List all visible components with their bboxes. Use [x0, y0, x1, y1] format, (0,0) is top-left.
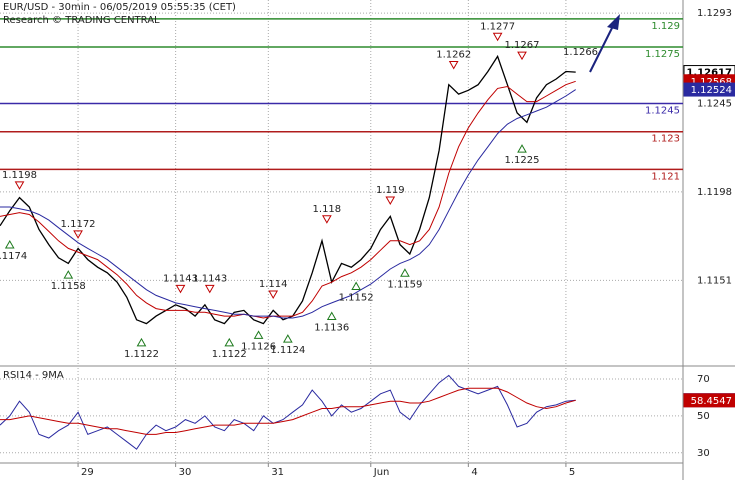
marker-label: 1.1126: [241, 341, 276, 352]
low-marker: [63, 270, 74, 279]
high-marker: [385, 196, 396, 205]
y-tick-label: 50: [697, 411, 710, 422]
marker-label: 1.1143: [163, 273, 198, 284]
low-marker: [326, 311, 337, 321]
low-marker: [224, 337, 235, 347]
level-label: 1.123: [651, 134, 680, 145]
price-tag-label: 1.12568: [691, 77, 732, 88]
level-label: 1.121: [651, 171, 680, 182]
x-tick-label: Jun: [373, 467, 390, 478]
series-line: [0, 80, 576, 319]
x-tick-label: 30: [179, 467, 192, 478]
low-marker: [4, 240, 15, 249]
high-marker: [204, 284, 215, 294]
marker-label: 1.1122: [124, 349, 159, 360]
series-line: [0, 89, 576, 319]
marker-label: 1.118: [313, 204, 342, 215]
forecast-arrow: [589, 23, 615, 73]
series-line: [0, 374, 576, 450]
high-marker: [175, 284, 186, 294]
rsi-title: RSI14 - 9MA: [3, 370, 64, 381]
marker-label: 1.1262: [436, 49, 471, 60]
high-marker: [492, 32, 503, 42]
price-tag: [683, 393, 735, 408]
series-line: [0, 387, 576, 435]
low-marker: [400, 268, 410, 277]
y-tick-label: 1.1293: [697, 8, 732, 19]
source: Research © TRADING CENTRAL: [3, 15, 160, 26]
marker-label: 1.1143: [192, 273, 227, 284]
y-tick-label: 30: [697, 448, 710, 459]
price-tag-label: 1.12617: [686, 68, 732, 79]
level-label: 1.1245: [645, 105, 680, 116]
price-tag-label: 1.12524: [691, 85, 732, 96]
low-marker: [136, 337, 147, 347]
marker-label: 1.119: [376, 185, 405, 196]
marker-label: 1.1277: [480, 21, 515, 32]
high-marker: [14, 181, 25, 190]
x-tick-label: 31: [271, 467, 284, 478]
marker-label: 1.1122: [212, 349, 247, 360]
marker-label: 1.1267: [505, 40, 540, 51]
marker-label: 1.1136: [314, 323, 349, 334]
marker-label: 1.1158: [51, 281, 86, 292]
marker-label: 1.1159: [387, 279, 422, 290]
marker-label: 1.1124: [270, 345, 305, 356]
marker-label: 1.114: [259, 279, 288, 290]
high-marker: [268, 290, 279, 300]
price-tag: [683, 82, 735, 97]
y-tick-label: 1.1198: [697, 187, 732, 198]
marker-label: 1.1225: [505, 155, 540, 166]
y-tick-label: 70: [697, 374, 710, 385]
high-marker: [517, 51, 527, 61]
low-marker: [253, 330, 264, 339]
level-label: 1.1275: [645, 49, 680, 60]
marker-label: 1.1174: [0, 251, 27, 262]
x-tick-label: 29: [81, 467, 94, 478]
high-marker: [322, 215, 332, 224]
x-tick-label: 4: [471, 467, 477, 478]
y-tick-label: 1.1151: [697, 275, 732, 286]
level-label: 1.129: [651, 21, 680, 32]
price-tag-label: 58.4547: [691, 396, 732, 407]
x-tick-label: 5: [569, 467, 575, 478]
low-marker: [351, 281, 361, 290]
marker-label: 1.1152: [339, 292, 374, 303]
low-marker: [517, 144, 527, 153]
y-tick-label: 1.1245: [697, 98, 732, 109]
chart-title: EUR/USD - 30min - 06/05/2019 05:55:35 (C…: [3, 2, 236, 13]
marker-label: 1.1198: [2, 170, 37, 181]
marker-label: 1.1172: [61, 219, 96, 230]
high-marker: [448, 60, 459, 70]
arrow-head: [607, 14, 620, 30]
marker-label: 1.1266: [563, 47, 598, 58]
high-marker: [73, 230, 83, 239]
low-marker: [282, 334, 293, 343]
